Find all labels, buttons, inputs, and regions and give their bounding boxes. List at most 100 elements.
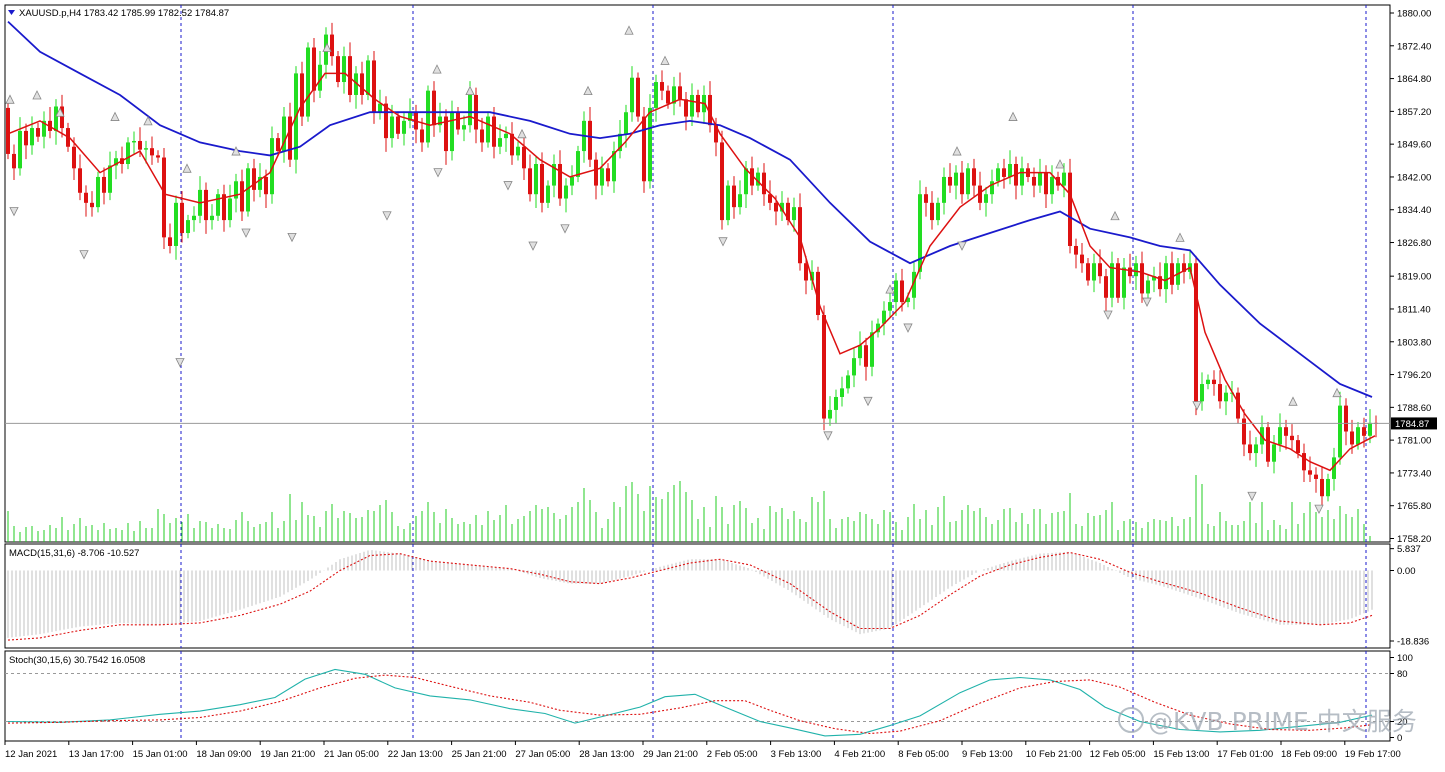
stoch-signal-line (7, 674, 1373, 735)
fractal-down-marker (863, 396, 873, 407)
candle-body (228, 198, 232, 221)
candle-body (666, 90, 670, 104)
candle-body (282, 116, 286, 152)
price-axis-label: 1857.20 (1397, 107, 1431, 118)
candle-body (1284, 427, 1288, 436)
candle-body (360, 73, 364, 95)
fractal-up-marker (110, 111, 120, 121)
candle-body (462, 125, 466, 130)
candle-body (822, 315, 826, 419)
candle-body (396, 116, 400, 134)
candle-body (1308, 470, 1312, 475)
candle-body (528, 168, 532, 195)
fractal-down-marker (433, 168, 443, 178)
candle-body (930, 202, 934, 221)
candle-body (888, 302, 892, 311)
fractal-up-marker (1055, 159, 1065, 169)
current-price-label: 1784.87 (1395, 419, 1429, 430)
fractal-down-marker (957, 241, 967, 251)
candle-body (1278, 427, 1282, 445)
fractal-up-marker (432, 64, 442, 74)
candle-body (264, 176, 268, 195)
candle-body (660, 82, 664, 91)
candle-body (1266, 427, 1270, 462)
price-axis-label: 1796.20 (1397, 370, 1431, 381)
fractal-up-marker (624, 25, 634, 35)
candle-body (756, 172, 760, 186)
candle-body (108, 165, 112, 193)
candle-body (24, 130, 28, 146)
x-axis-label: 9 Feb 13:00 (962, 749, 1013, 760)
fractal-down-marker (1192, 401, 1202, 411)
fractal-up-marker (231, 146, 241, 156)
x-axis-label: 28 Jan 13:00 (579, 749, 634, 760)
candle-body (990, 181, 994, 195)
candle-body (1332, 457, 1336, 479)
candle-body (1296, 440, 1300, 454)
candle-body (468, 94, 472, 126)
candle-body (450, 112, 454, 152)
x-axis-label: 10 Feb 21:00 (1026, 749, 1082, 760)
candle-body (210, 215, 214, 221)
candle-body (90, 202, 94, 208)
candle-body (690, 94, 694, 117)
price-axis-label: 1758.20 (1397, 534, 1431, 545)
candle-body (1368, 422, 1372, 436)
candle-body (312, 47, 316, 91)
fractal-down-marker (382, 211, 392, 221)
candle-body (126, 142, 130, 165)
candle-body (510, 133, 514, 156)
candle-body (732, 185, 736, 208)
candle-body (192, 215, 196, 221)
candle-body (726, 185, 730, 221)
candle-body (288, 116, 292, 160)
fractal-down-marker (528, 241, 538, 251)
candle-body (1116, 263, 1120, 298)
candle-body (1092, 263, 1096, 281)
candle-body (1194, 263, 1198, 402)
price-axis-label: 1834.40 (1397, 205, 1431, 216)
candle-body (1086, 263, 1090, 281)
candle-body (402, 120, 406, 134)
candle-body (942, 176, 946, 203)
candle-body (168, 237, 172, 246)
candle-body (1212, 379, 1216, 385)
candle-body (1170, 263, 1174, 285)
fractal-up-marker (660, 55, 670, 65)
fractal-up-marker (583, 85, 593, 96)
candle-body (1146, 280, 1150, 294)
candle-body (636, 77, 640, 117)
candle-body (1248, 444, 1252, 454)
candle-body (504, 133, 508, 139)
candle-body (1242, 418, 1246, 445)
candle-body (540, 164, 544, 203)
candle-body (720, 142, 724, 221)
candle-body (1152, 276, 1156, 281)
candle-body (378, 103, 382, 113)
candle-body (1326, 478, 1330, 497)
candle-body (1062, 172, 1066, 186)
fractal-up-marker (143, 115, 153, 126)
candle-body (222, 194, 226, 221)
candle-body (420, 129, 424, 143)
fractal-down-marker (9, 207, 19, 217)
candle-body (606, 168, 610, 182)
fractal-down-marker (823, 431, 833, 441)
candle-body (246, 168, 250, 212)
candle-body (954, 172, 958, 186)
fractal-down-marker (175, 358, 185, 368)
candle-body (792, 207, 796, 221)
candle-body (36, 128, 40, 137)
candle-body (624, 112, 628, 134)
candle-body (1218, 384, 1222, 402)
x-axis-label: 17 Feb 01:00 (1217, 749, 1273, 760)
price-axis-label: 1880.00 (1397, 9, 1431, 20)
candle-body (708, 94, 712, 126)
price-axis-label: 1781.00 (1397, 436, 1431, 447)
candle-body (984, 194, 988, 203)
price-axis-label: 1765.80 (1397, 501, 1431, 512)
candle-body (852, 358, 856, 376)
fractal-up-marker (322, 42, 332, 52)
